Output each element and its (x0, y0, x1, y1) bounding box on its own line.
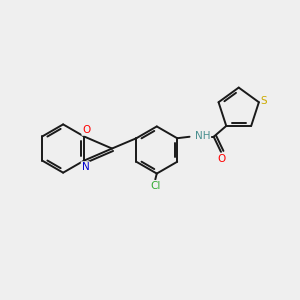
Text: O: O (82, 125, 91, 135)
Text: Cl: Cl (150, 181, 160, 191)
Text: O: O (217, 154, 225, 164)
Text: N: N (82, 162, 89, 172)
Text: S: S (261, 96, 268, 106)
Text: NH: NH (195, 131, 210, 141)
